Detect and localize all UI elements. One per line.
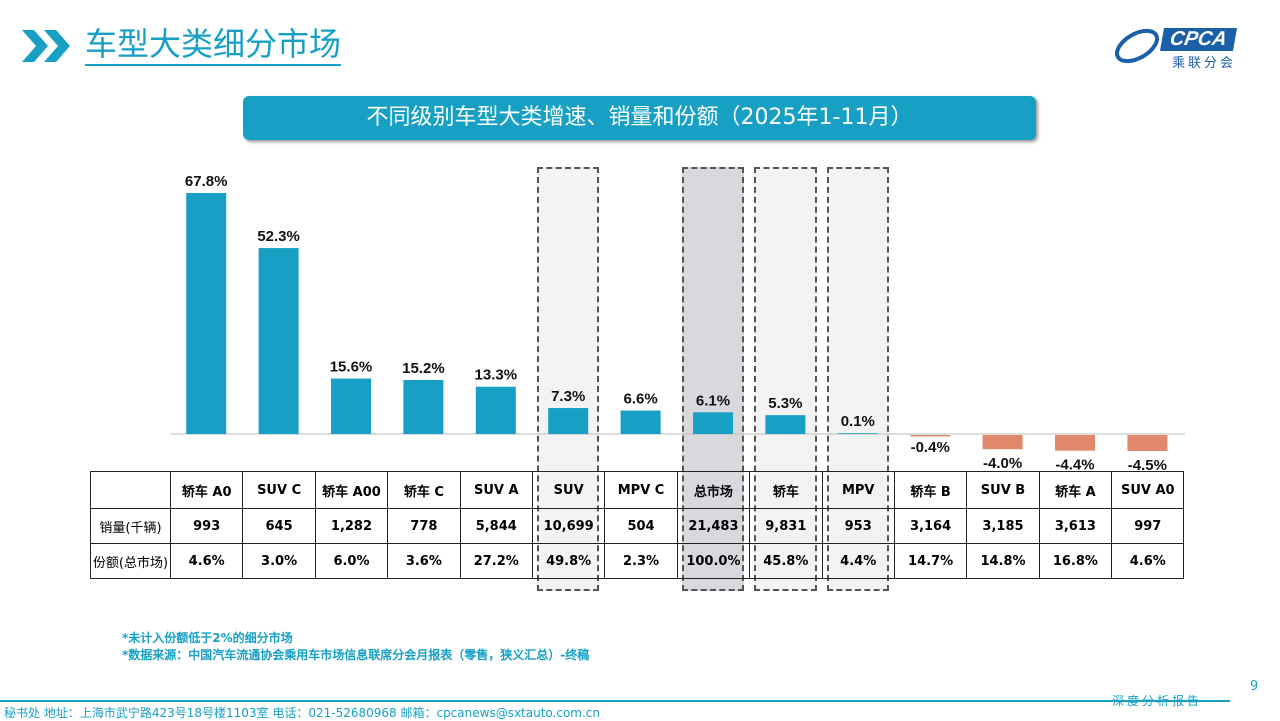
bar <box>982 435 1023 450</box>
sales-cell: 1,282 <box>314 508 389 544</box>
column-header: 轿车 B <box>893 471 968 509</box>
share-cell: 6.0% <box>314 543 389 579</box>
page-number: 9 <box>1250 679 1259 694</box>
data-label: 67.8% <box>185 173 228 190</box>
bar <box>910 435 951 437</box>
column-header: SUV A0 <box>1111 471 1185 509</box>
sales-cell: 778 <box>387 508 461 544</box>
share-cell: 2.3% <box>604 543 678 579</box>
sales-cell: 3,185 <box>966 508 1040 544</box>
share-cell: 16.8% <box>1038 543 1113 579</box>
data-label: -4.5% <box>1128 457 1167 474</box>
bar <box>475 386 516 434</box>
bar <box>331 378 371 434</box>
sales-cell: 9,831 <box>749 508 823 544</box>
sales-cell: 997 <box>1111 508 1185 544</box>
logo-swoosh-icon <box>1115 28 1159 64</box>
sales-cell: 10,699 <box>531 508 606 544</box>
data-table: 轿车 A0 SUV C 轿车 A00 轿车 C SUV A SUV MPV C 总市场 轿车 MP… <box>90 471 1185 579</box>
share-cell: 3.6% <box>387 543 461 579</box>
data-label: 15.2% <box>402 360 445 377</box>
column-header: SUV <box>531 471 606 509</box>
column-header: 轿车 A00 <box>314 471 389 509</box>
bar <box>837 433 878 434</box>
sales-cell: 645 <box>242 508 316 544</box>
footer-address: 秘书处 地址：上海市武宁路423号18号楼1103室 电话：021-526809… <box>4 706 601 720</box>
table-corner <box>90 471 171 509</box>
share-cell: 49.8% <box>531 543 606 579</box>
data-label: 0.1% <box>841 413 875 430</box>
footer-divider <box>0 700 1230 702</box>
data-label: 6.1% <box>696 392 730 409</box>
column-header: SUV B <box>966 471 1040 509</box>
share-cell: 100.0% <box>676 543 751 579</box>
column-header: SUV A <box>459 471 533 509</box>
note-1: *未计入份额低于2%的细分市场 <box>122 631 293 645</box>
sales-cell: 993 <box>169 508 244 544</box>
data-label: 13.3% <box>475 367 518 384</box>
column-header: 轿车 <box>749 471 823 509</box>
page-title: 车型大类细分市场 <box>85 24 342 66</box>
data-label: 52.3% <box>257 228 300 245</box>
column-header: MPV <box>821 471 895 509</box>
share-cell: 14.8% <box>966 543 1040 579</box>
share-cell: 4.6% <box>169 543 244 579</box>
share-cell: 4.4% <box>821 543 895 579</box>
bar <box>258 248 299 434</box>
data-label: -4.0% <box>983 455 1022 472</box>
column-header: 轿车 C <box>387 471 461 509</box>
data-label: -0.4% <box>911 439 950 456</box>
logo-cn: 乘联分会 <box>1172 56 1237 71</box>
data-label: 15.6% <box>330 359 373 376</box>
share-cell: 27.2% <box>459 543 533 579</box>
column-header: 轿车 A0 <box>169 471 244 509</box>
share-cell: 45.8% <box>749 543 823 579</box>
chevron-icon <box>22 30 70 62</box>
share-cell: 4.6% <box>1111 543 1185 579</box>
bar <box>548 408 589 434</box>
bar <box>1055 435 1095 451</box>
share-cell: 3.0% <box>242 543 316 579</box>
row-label-sales: 销量(千辆) <box>90 508 171 544</box>
sales-cell: 504 <box>604 508 678 544</box>
sales-cell: 21,483 <box>676 508 751 544</box>
bar <box>765 415 806 434</box>
column-header: 轿车 A <box>1038 471 1113 509</box>
data-label: 6.6% <box>623 391 657 408</box>
bar <box>1127 435 1168 451</box>
row-label-share: 份额(总市场) <box>90 543 171 579</box>
bar <box>620 410 661 434</box>
bar <box>403 379 444 434</box>
sales-cell: 5,844 <box>459 508 533 544</box>
chart-title: 不同级别车型大类增速、销量和份额（2025年1-11月） <box>243 96 1036 140</box>
bar <box>693 412 733 434</box>
sales-cell: 3,613 <box>1038 508 1113 544</box>
sales-cell: 953 <box>821 508 895 544</box>
column-header: MPV C <box>604 471 678 509</box>
cpca-logo: CPCA 乘联分会 <box>1112 24 1262 72</box>
data-label: 5.3% <box>768 395 802 412</box>
share-cell: 14.7% <box>893 543 968 579</box>
note-2: *数据来源：中国汽车流通协会乘用车市场信息联席分会月报表（零售，狭义汇总）-终稿 <box>122 648 590 662</box>
column-header: 总市场 <box>676 471 751 509</box>
data-label: 7.3% <box>551 388 585 405</box>
sales-cell: 3,164 <box>893 508 968 544</box>
bar <box>186 192 227 434</box>
column-header: SUV C <box>242 471 316 509</box>
data-label: -4.4% <box>1055 457 1094 474</box>
